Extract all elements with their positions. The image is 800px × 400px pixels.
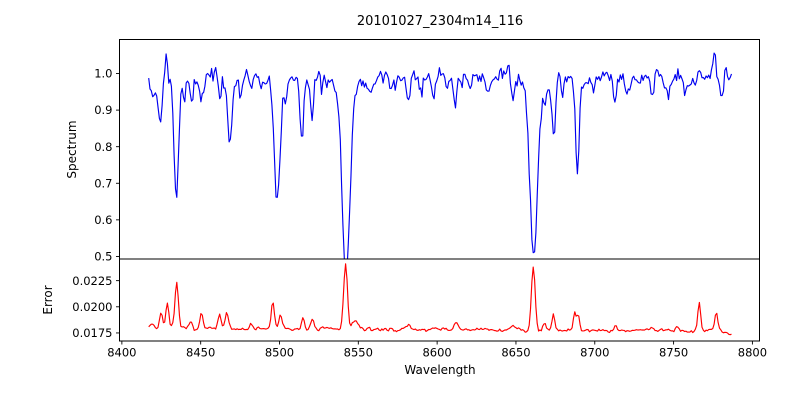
error-y-axis-label: Error (41, 285, 55, 314)
spectrum-line (148, 52, 733, 259)
x-tick-label: 8550 (344, 346, 373, 360)
y-tick-label: 0.7 (94, 176, 112, 190)
y-tick-label: 0.5 (94, 250, 112, 264)
x-tick-label: 8500 (265, 346, 294, 360)
x-tick-label: 8800 (738, 346, 767, 360)
x-tick-label: 8600 (422, 346, 451, 360)
x-tick-label: 8700 (580, 346, 609, 360)
x-tick-label: 8650 (501, 346, 530, 360)
chart-title: 20101027_2304m14_116 (357, 14, 523, 29)
y-tick-label: 0.0225 (72, 274, 112, 288)
y-tick-label: 0.8 (94, 140, 112, 154)
x-axis-label: Wavelength (404, 363, 475, 377)
x-tick-label: 8450 (186, 346, 215, 360)
x-tick-label: 8400 (107, 346, 136, 360)
y-tick-label: 0.0200 (72, 300, 112, 314)
y-tick-label: 0.0175 (72, 326, 112, 340)
error-line (148, 263, 732, 336)
spectrum-y-axis-label: Spectrum (65, 120, 79, 178)
error-axes-frame (119, 258, 760, 342)
x-tick-label: 8750 (659, 346, 688, 360)
y-tick-label: 1.0 (94, 67, 112, 81)
y-tick-label: 0.6 (94, 213, 112, 227)
spectrum-axes-frame (119, 39, 760, 260)
y-tick-label: 0.9 (94, 103, 112, 117)
